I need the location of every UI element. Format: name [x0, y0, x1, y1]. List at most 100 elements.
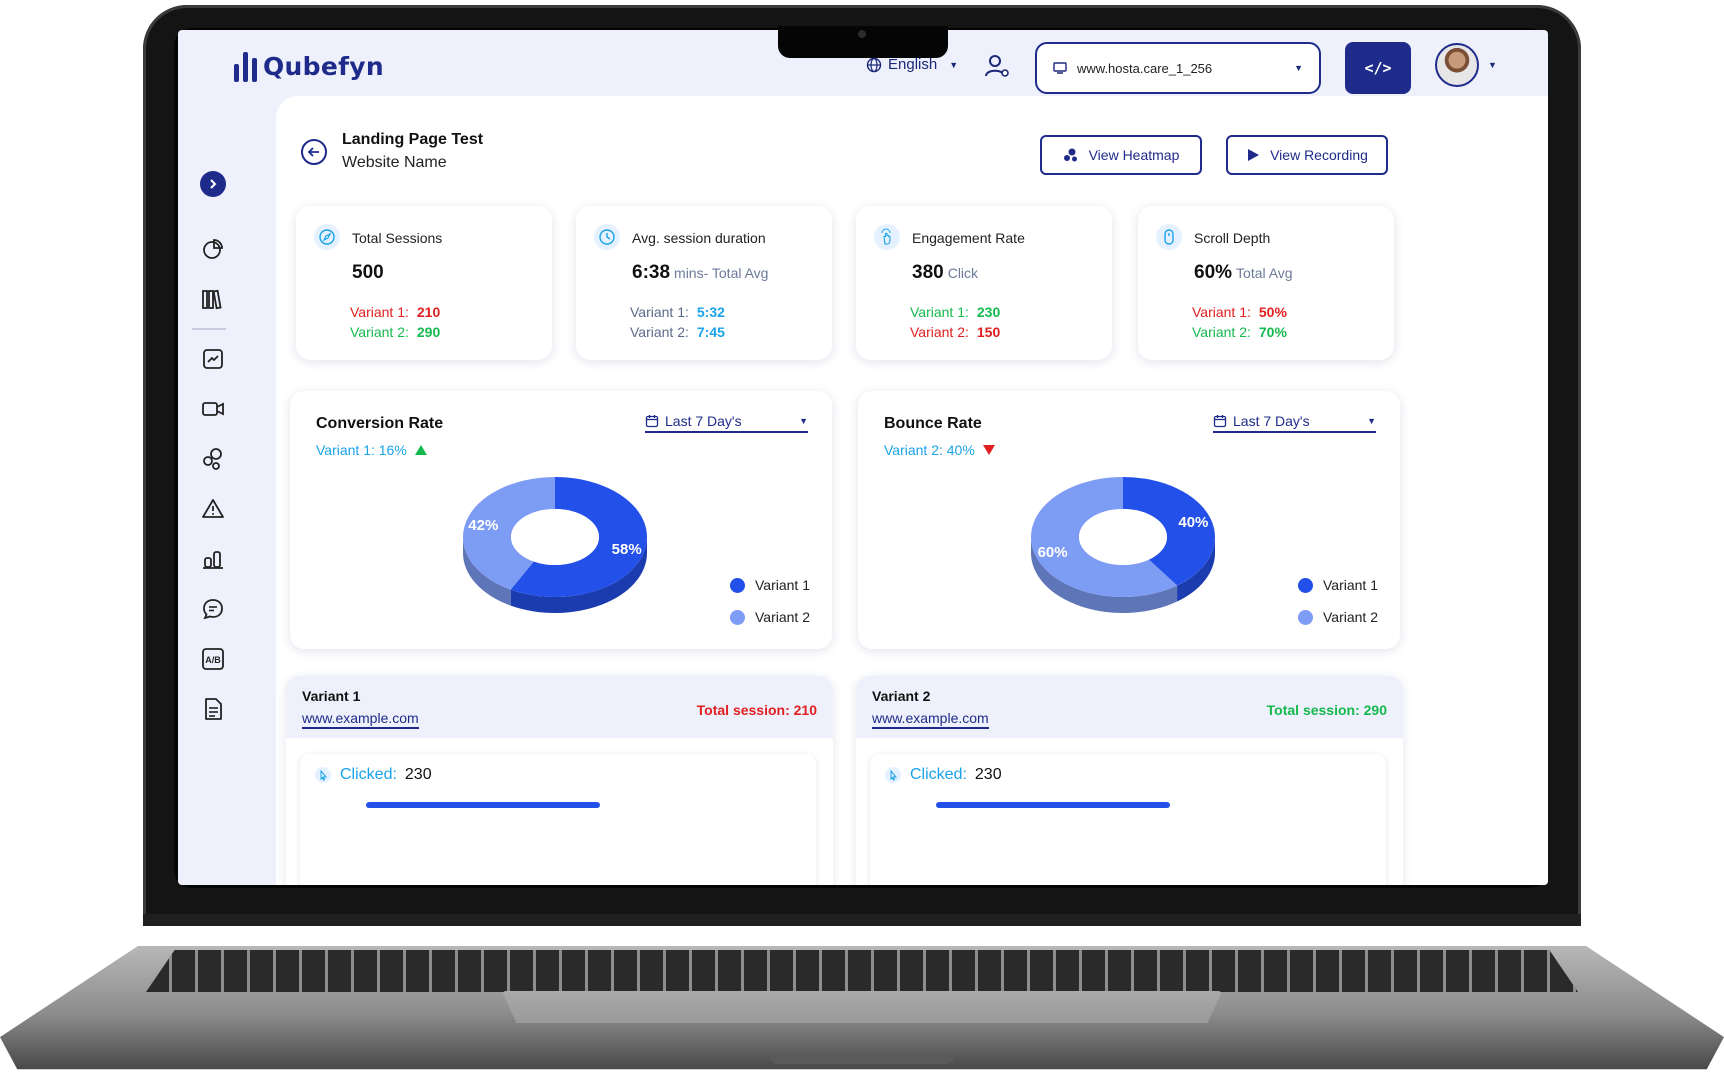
document-icon	[205, 698, 222, 720]
sidebar-item-analytics[interactable]	[200, 346, 226, 372]
stat-card-total-sessions: Total Sessions 500 Variant 1: 210 Variant…	[296, 206, 552, 360]
variant1-card: Variant 1 www.example.com Total session:…	[286, 676, 833, 885]
clock-icon	[594, 224, 620, 250]
camera-notch	[778, 26, 948, 58]
donut-slice-variant-2[interactable]	[1031, 477, 1178, 597]
laptop-keyboard	[146, 950, 1578, 992]
trend-chart-icon	[203, 349, 223, 369]
variant-clicks-panel: Clicked: 230	[870, 754, 1386, 885]
cursor-click-icon	[315, 767, 331, 783]
camera-icon	[858, 30, 866, 38]
chevron-right-icon	[210, 179, 217, 189]
sidebar: A/B	[178, 106, 256, 885]
variant-card-header: Variant 2 www.example.com Total session:…	[856, 676, 1403, 738]
donut-side-variant-2	[1031, 537, 1178, 613]
donut-label-variant-2: 42%	[468, 517, 498, 534]
sidebar-item-documents[interactable]	[200, 696, 226, 722]
chevron-down-icon: ▼	[1294, 63, 1303, 73]
bounce-donut-chart: 40% 60%	[1031, 477, 1215, 613]
legend-dot	[730, 577, 745, 593]
avatar[interactable]	[1435, 43, 1479, 87]
variant-clicked: Clicked: 230	[884, 766, 1002, 784]
stat-value: 500	[352, 262, 384, 283]
video-camera-icon	[202, 402, 224, 416]
chart-title: Conversion Rate	[316, 415, 444, 432]
sidebar-item-recordings[interactable]	[200, 396, 226, 422]
view-heatmap-button[interactable]: View Heatmap	[1040, 135, 1202, 175]
mouse-scroll-icon	[1156, 224, 1182, 250]
sidebar-item-reports[interactable]	[200, 546, 226, 572]
stat-value: 60% Total Avg	[1194, 262, 1293, 283]
bounce-rate-card: Bounce Rate Variant 2: 40% Last 7 Day's …	[858, 391, 1400, 649]
conversion-rate-card: Conversion Rate Variant 1: 16% Last 7 Da…	[290, 391, 832, 649]
user-settings-icon[interactable]	[984, 53, 1010, 79]
monitor-icon	[1053, 62, 1067, 74]
sidebar-item-library[interactable]	[200, 286, 226, 312]
legend-dot	[730, 609, 745, 625]
trend-up-icon	[414, 445, 427, 455]
variant-url-link[interactable]: www.example.com	[872, 710, 989, 729]
donut-slice-variant-1[interactable]	[1123, 477, 1215, 586]
sidebar-item-dashboard[interactable]	[200, 236, 226, 262]
chart-title: Bounce Rate	[884, 415, 982, 432]
date-range-value: Last 7 Day's	[1233, 413, 1310, 429]
donut-slice-variant-1[interactable]	[510, 477, 647, 597]
laptop-front-notch	[770, 1054, 954, 1064]
stat-variant2: Variant 2: 150	[910, 324, 1001, 340]
language-selector[interactable]: English ▼	[866, 56, 958, 73]
tap-hand-icon	[874, 224, 900, 250]
page-title: Landing Page Test	[342, 131, 484, 148]
compass-icon	[314, 224, 340, 250]
view-recording-label: View Recording	[1270, 147, 1368, 163]
view-heatmap-label: View Heatmap	[1088, 147, 1180, 163]
back-button[interactable]	[301, 139, 327, 165]
sidebar-item-alerts[interactable]	[200, 496, 226, 522]
date-range-value: Last 7 Day's	[665, 413, 742, 429]
sidebar-item-heatmaps[interactable]	[200, 446, 226, 472]
date-range-select[interactable]: Last 7 Day's ▼	[1213, 411, 1376, 433]
chevron-down-icon: ▼	[1367, 416, 1376, 426]
variant-progress-bar	[936, 802, 1170, 808]
variant-url-link[interactable]: www.example.com	[302, 710, 419, 729]
chart-subtitle: Variant 1: 16%	[316, 442, 427, 458]
main-panel: Landing Page Test Website Name View Heat…	[276, 96, 1548, 885]
variant-card-header: Variant 1 www.example.com Total session:…	[286, 676, 833, 738]
stat-label: Total Sessions	[352, 230, 443, 246]
donut-side-variant-1	[510, 537, 647, 613]
pie-chart-icon	[203, 239, 223, 259]
stat-label: Scroll Depth	[1194, 230, 1271, 246]
variant-name: Variant 1	[302, 688, 361, 704]
stat-variant1: Variant 1: 230	[910, 304, 1001, 320]
variant-total-sessions: Total session: 290	[1266, 702, 1387, 718]
heatmap-icon	[1063, 148, 1077, 162]
trend-down-icon	[982, 445, 995, 455]
embed-code-button[interactable]: </>	[1345, 42, 1411, 94]
website-select[interactable]: www.hosta.care_1_256 ▼	[1035, 42, 1321, 94]
chevron-down-icon[interactable]: ▼	[1488, 60, 1497, 70]
chart-subtitle: Variant 2: 40%	[884, 442, 995, 458]
chevron-down-icon: ▼	[949, 59, 959, 70]
variant2-card: Variant 2 www.example.com Total session:…	[856, 676, 1403, 885]
chat-bubble-icon	[203, 599, 223, 620]
date-range-select[interactable]: Last 7 Day's ▼	[645, 411, 808, 433]
stat-label: Avg. session duration	[632, 230, 766, 246]
bar-chart-icon	[203, 551, 223, 569]
sidebar-item-ab-testing[interactable]: A/B	[200, 646, 226, 672]
app-screen: Qubefyn English ▼ www.hosta.care_1_256 ▼…	[178, 30, 1548, 885]
sidebar-divider	[192, 328, 226, 330]
variant-total-sessions: Total session: 210	[696, 702, 817, 718]
donut-slice-variant-2[interactable]	[462, 477, 555, 590]
stat-card-engagement: Engagement Rate 380 Click Variant 1: 230 V…	[856, 206, 1112, 360]
laptop-trackpad	[502, 991, 1222, 1023]
sidebar-item-feedback[interactable]	[200, 596, 226, 622]
view-recording-button[interactable]: View Recording	[1226, 135, 1388, 175]
stat-card-avg-session: Avg. session duration 6:38 mins- Total Av…	[576, 206, 832, 360]
logo[interactable]: Qubefyn	[234, 50, 384, 82]
calendar-icon	[1213, 415, 1227, 428]
play-icon	[1248, 149, 1260, 161]
books-icon	[202, 289, 222, 310]
stat-label: Engagement Rate	[912, 230, 1025, 246]
variant-name: Variant 2	[872, 688, 931, 704]
donut-hole	[511, 509, 599, 565]
sidebar-expand-button[interactable]	[200, 171, 226, 197]
